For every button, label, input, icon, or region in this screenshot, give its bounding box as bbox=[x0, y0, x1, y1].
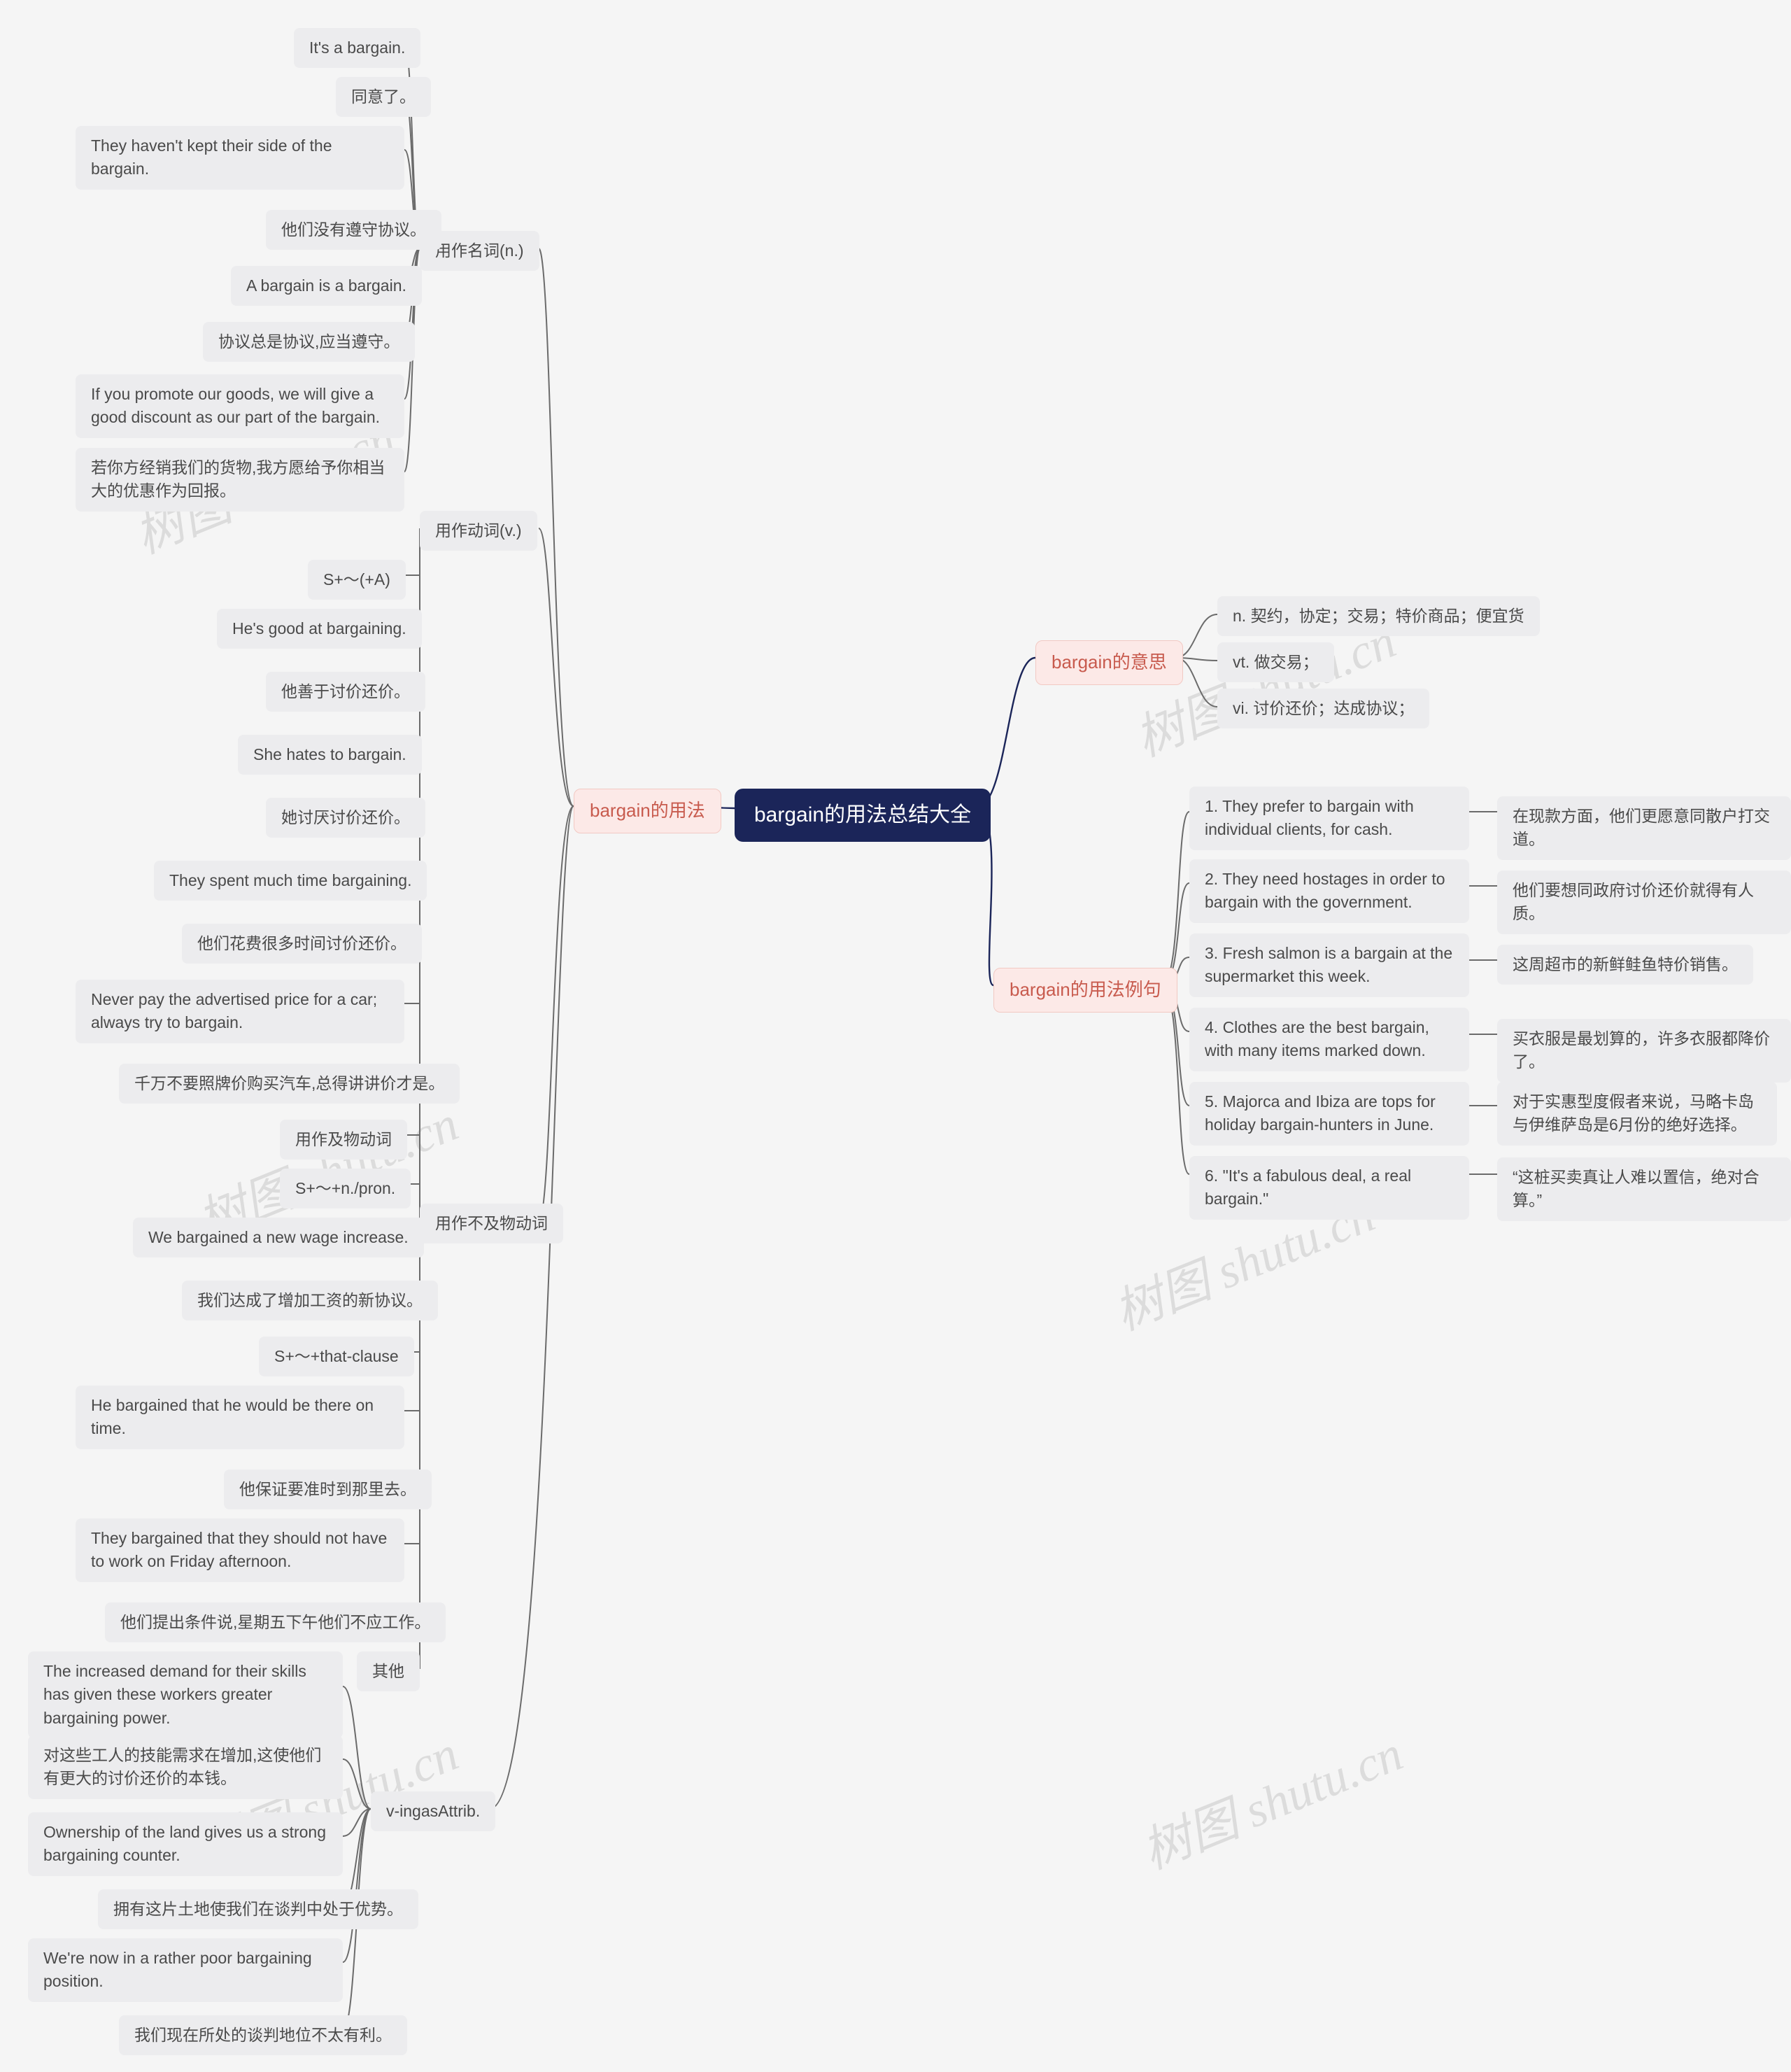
example-zh: 对于实惠型度假者来说，马略卡岛与伊维萨岛是6月份的绝好选择。 bbox=[1497, 1082, 1777, 1146]
usage-transitive-item: 我们达成了增加工资的新协议。 bbox=[182, 1281, 438, 1320]
branch-examples: bargain的用法例句 bbox=[993, 968, 1177, 1013]
usage-pattern: S+～+n./pron. bbox=[280, 1169, 411, 1208]
example-en: 4. Clothes are the best bargain, with ma… bbox=[1189, 1008, 1469, 1071]
usage-transitive-item: We bargained a new wage increase. bbox=[133, 1218, 424, 1257]
usage-noun-item: 协议总是协议,应当遵守。 bbox=[203, 322, 415, 362]
meaning-item: vt. 做交易； bbox=[1217, 642, 1334, 682]
usage-intransitive-item: He's good at bargaining. bbox=[217, 609, 422, 649]
usage-that-item: He bargained that he would be there on t… bbox=[76, 1386, 404, 1449]
example-en: 6. "It's a fabulous deal, a real bargain… bbox=[1189, 1156, 1469, 1220]
usage-noun-item: 若你方经销我们的货物,我方愿给予你相当大的优惠作为回报。 bbox=[76, 448, 404, 512]
usage-noun-item: 他们没有遵守协议。 bbox=[266, 210, 441, 250]
usage-intransitive-item: 他们花费很多时间讨价还价。 bbox=[182, 924, 422, 964]
example-en: 1. They prefer to bargain with individua… bbox=[1189, 787, 1469, 850]
usage-pattern: S+～+that-clause bbox=[259, 1337, 414, 1376]
usage-noun-item: It's a bargain. bbox=[294, 28, 420, 68]
usage-intransitive-item: 她讨厌讨价还价。 bbox=[266, 798, 425, 838]
usage-ving-item: 对这些工人的技能需求在增加,这使他们有更大的讨价还价的本钱。 bbox=[28, 1735, 343, 1799]
usage-that-item: 他保证要准时到那里去。 bbox=[224, 1470, 432, 1509]
usage-ving-item: Ownership of the land gives us a strong … bbox=[28, 1812, 343, 1876]
usage-intransitive-item: 他善于讨价还价。 bbox=[266, 672, 425, 712]
usage-ving-item: 我们现在所处的谈判地位不太有利。 bbox=[119, 2015, 407, 2055]
usage-intransitive-item: She hates to bargain. bbox=[238, 735, 422, 775]
usage-noun-item: 同意了。 bbox=[336, 77, 431, 117]
watermark: 树图 shutu.cn bbox=[1130, 1714, 1411, 1883]
usage-other-header: 其他 bbox=[357, 1651, 420, 1691]
usage-that-item: They bargained that they should not have… bbox=[76, 1518, 404, 1582]
example-en: 5. Majorca and Ibiza are tops for holida… bbox=[1189, 1082, 1469, 1146]
example-zh: 在现款方面，他们更愿意同散户打交道。 bbox=[1497, 796, 1791, 860]
example-en: 2. They need hostages in order to bargai… bbox=[1189, 859, 1469, 923]
example-en: 3. Fresh salmon is a bargain at the supe… bbox=[1189, 933, 1469, 997]
example-zh: 这周超市的新鲜鲑鱼特价销售。 bbox=[1497, 945, 1753, 985]
meaning-item: n. 契约，协定；交易；特价商品；便宜货 bbox=[1217, 596, 1540, 636]
usage-intransitive-item: 千万不要照牌价购买汽车,总得讲讲价才是。 bbox=[119, 1064, 460, 1104]
example-zh: 他们要想同政府讨价还价就得有人质。 bbox=[1497, 871, 1791, 934]
usage-intransitive-item: They spent much time bargaining. bbox=[154, 861, 427, 901]
usage-verb-header: 用作动词(v.) bbox=[420, 511, 537, 551]
example-zh: “这桩买卖真让人难以置信，绝对合算。” bbox=[1497, 1157, 1791, 1221]
root-node: bargain的用法总结大全 bbox=[735, 789, 991, 842]
usage-noun-item: They haven't kept their side of the barg… bbox=[76, 126, 404, 190]
usage-noun-item: If you promote our goods, we will give a… bbox=[76, 374, 404, 438]
meaning-item: vi. 讨价还价；达成协议； bbox=[1217, 689, 1429, 728]
usage-intransitive-header: 用作不及物动词 bbox=[420, 1204, 563, 1243]
usage-noun-item: A bargain is a bargain. bbox=[231, 266, 422, 306]
usage-pattern: S+～(+A) bbox=[308, 560, 406, 600]
usage-transitive-header: 用作及物动词 bbox=[280, 1120, 407, 1160]
usage-intransitive-item: Never pay the advertised price for a car… bbox=[76, 980, 404, 1043]
usage-ving-item: We're now in a rather poor bargaining po… bbox=[28, 1938, 343, 2002]
usage-ving-item: The increased demand for their skills ha… bbox=[28, 1651, 343, 1738]
branch-meaning: bargain的意思 bbox=[1035, 640, 1183, 685]
usage-ving-header: v-ingasAttrib. bbox=[371, 1791, 495, 1831]
usage-ving-item: 拥有这片土地使我们在谈判中处于优势。 bbox=[98, 1889, 418, 1929]
branch-usage: bargain的用法 bbox=[574, 789, 721, 833]
example-zh: 买衣服是最划算的，许多衣服都降价了。 bbox=[1497, 1019, 1791, 1083]
usage-that-item: 他们提出条件说,星期五下午他们不应工作。 bbox=[105, 1602, 446, 1642]
